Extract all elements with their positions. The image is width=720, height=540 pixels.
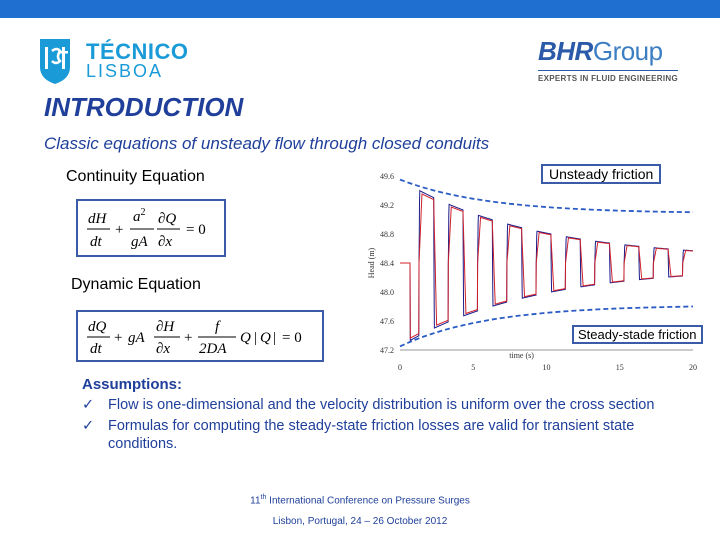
svg-text:∂x: ∂x [158,234,172,250]
bhr-logo-rule [538,70,678,71]
slide-title: INTRODUCTION [44,92,244,122]
y-tick-label: 48.0 [380,288,394,297]
footer-location: Lisbon, Portugal, 24 – 26 October 2012 [272,516,448,527]
svg-text:+: + [114,330,122,346]
y-tick-label: 49.2 [380,201,394,210]
svg-text:f: f [215,319,221,335]
svg-text:2DA: 2DA [199,341,227,357]
y-tick-label: 48.4 [380,259,394,268]
y-axis-label: Head (m) [367,247,376,278]
footer-conference: 11th International Conference on Pressur… [250,494,470,507]
x-tick-label: 5 [471,363,475,372]
series-line [400,193,693,339]
checkmark-icon: ✓ [82,418,95,434]
tecnico-lisboa-logo: TÉCNICO LISBOA [36,37,189,87]
y-tick-label: 47.2 [380,346,394,355]
list-item: ✓ Flow is one-dimensional and the veloci… [82,396,682,414]
continuity-equation-box: dH dt + a2 gA ∂Q ∂x = 0 [76,199,226,257]
svg-text:∂x: ∂x [156,341,170,357]
continuity-equation-label: Continuity Equation [66,168,205,185]
continuity-equation: dH dt + a2 gA ∂Q ∂x = 0 [87,207,206,250]
svg-text:+: + [184,330,192,346]
bhr-logo-name: BHRGroup [538,36,663,66]
x-tick-label: 15 [616,363,624,372]
x-tick-label: 10 [543,363,551,372]
svg-text:∂Q: ∂Q [158,211,176,227]
steady-state-friction-callout: Steady-stade friction [572,325,703,344]
top-bar [0,0,720,18]
svg-text:= 0: = 0 [186,222,206,238]
svg-text:|: | [254,330,257,346]
ist-logo-line1: TÉCNICO [86,39,189,64]
svg-text:gA: gA [131,234,149,250]
checkmark-icon: ✓ [82,397,95,413]
upper-envelope-line [399,178,694,214]
svg-text:dH: dH [88,211,108,227]
dynamic-equation-label: Dynamic Equation [71,276,201,293]
lower-envelope-line [399,305,694,348]
svg-text:+: + [115,222,123,238]
svg-text:gA: gA [128,330,146,346]
unsteady-friction-callout: Unsteady friction [541,164,662,184]
svg-text:Q: Q [240,330,251,346]
list-item: ✓ Formulas for computing the steady-stat… [82,417,682,453]
ist-logo-line2: LISBOA [86,61,164,81]
svg-text:= 0: = 0 [282,330,302,346]
assumptions-heading: Assumptions: [82,376,183,393]
svg-text:dQ: dQ [88,319,107,335]
svg-text:∂H: ∂H [156,319,175,335]
x-tick-label: 20 [689,363,697,372]
x-tick-label: 0 [398,363,402,372]
dynamic-equation-box: dQ dt + gA ∂H ∂x + f 2DA Q | Q | = 0 [76,310,324,362]
svg-text:a2: a2 [133,207,146,225]
svg-text:|: | [273,330,276,346]
series-line [400,189,693,342]
y-tick-label: 49.6 [380,172,394,181]
svg-text:dt: dt [90,234,103,250]
slide-subtitle: Classic equations of unsteady flow throu… [44,134,490,153]
assumption-text: Formulas for computing the steady-state … [108,418,635,452]
bhr-group-logo: BHRGroup EXPERTS IN FLUID ENGINEERING [538,36,683,84]
y-tick-label: 48.8 [380,230,394,239]
svg-text:Q: Q [260,330,271,346]
chart-canvas: 49.6 49.2 48.8 48.4 48.0 47.6 47.2 0 5 10 15 20 time… [367,172,697,372]
svg-text:dt: dt [90,341,103,357]
head-time-chart: 49.6 49.2 48.8 48.4 48.0 47.6 47.2 0 5 10 15 20 time… [360,164,706,374]
ist-logo-icon [40,39,70,84]
y-tick-label: 47.6 [380,317,394,326]
bhr-logo-tagline: EXPERTS IN FLUID ENGINEERING [538,74,678,83]
x-axis-label: time (s) [509,351,534,360]
assumption-text: Flow is one-dimensional and the velocity… [108,397,655,413]
assumptions-list: Assumptions: ✓ Flow is one-dimensional a… [82,376,682,453]
